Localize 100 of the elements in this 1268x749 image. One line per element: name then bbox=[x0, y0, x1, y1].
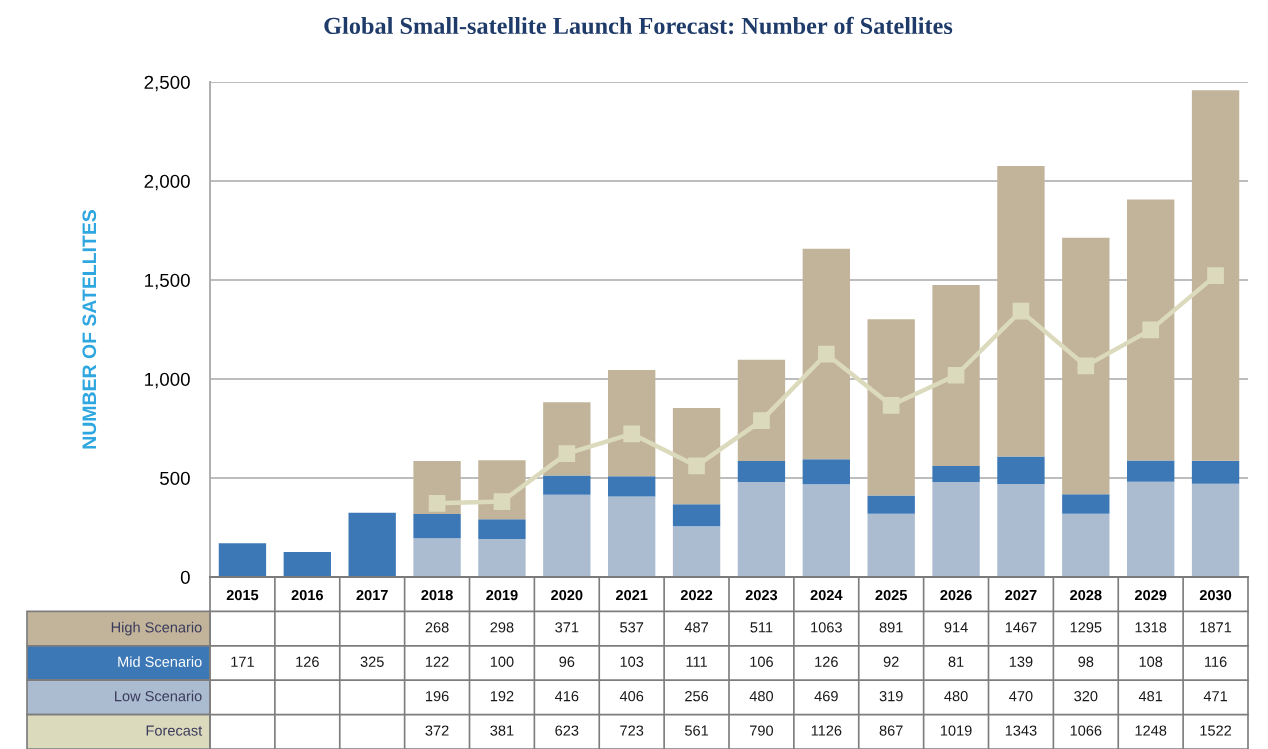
point bbox=[817, 345, 835, 363]
bar bbox=[867, 495, 915, 514]
bar bbox=[1127, 199, 1175, 461]
y-tick-label: 2,000 bbox=[144, 174, 190, 191]
data-label: 108 bbox=[1139, 656, 1163, 667]
text: High Scenario bbox=[111, 621, 202, 636]
y-axis-title: NUMBER OF SATELLITES bbox=[82, 209, 97, 449]
point bbox=[1077, 357, 1095, 375]
x-tick-label: 2023 bbox=[745, 589, 778, 601]
bar bbox=[672, 407, 721, 505]
data-label: 298 bbox=[490, 622, 514, 633]
x-tick-label: 2028 bbox=[1070, 589, 1102, 601]
data-label: 100 bbox=[490, 656, 514, 667]
data-label: 561 bbox=[684, 725, 709, 736]
data-label: 96 bbox=[559, 656, 575, 667]
data-label: 1066 bbox=[1070, 725, 1102, 736]
data-label: 122 bbox=[426, 656, 449, 667]
bar bbox=[1127, 481, 1175, 577]
x-tick-label: 2017 bbox=[356, 589, 388, 601]
data-label: 406 bbox=[619, 690, 644, 702]
bar bbox=[478, 538, 526, 577]
bar bbox=[932, 481, 980, 577]
data-label: 470 bbox=[1009, 690, 1033, 702]
data-label: 98 bbox=[1078, 656, 1094, 667]
data-label: 914 bbox=[944, 622, 968, 633]
data-label: 416 bbox=[554, 690, 579, 702]
data-label: 790 bbox=[750, 725, 774, 736]
x-tick-label: 2019 bbox=[486, 589, 518, 601]
data-label: 196 bbox=[426, 690, 449, 702]
data-label: 320 bbox=[1074, 690, 1098, 702]
data-label: 171 bbox=[231, 656, 254, 667]
data-label: 471 bbox=[1203, 691, 1228, 702]
point bbox=[1207, 267, 1224, 284]
data-label: 325 bbox=[360, 656, 384, 667]
x-tick-label: 2021 bbox=[615, 589, 648, 601]
bar bbox=[478, 519, 526, 539]
bar bbox=[997, 165, 1045, 457]
bar bbox=[543, 494, 591, 577]
bar bbox=[608, 496, 656, 577]
bar bbox=[802, 248, 850, 460]
point bbox=[623, 425, 641, 443]
x-tick-label: 2015 bbox=[226, 589, 259, 601]
data-label: 381 bbox=[490, 725, 514, 736]
data-label: 481 bbox=[1138, 690, 1163, 702]
bar bbox=[672, 526, 721, 577]
point bbox=[688, 457, 705, 475]
chart-title: Global Small-satellite Launch Forecast: Number of Satellites bbox=[324, 16, 953, 35]
data-label: 268 bbox=[425, 622, 449, 633]
bar bbox=[932, 465, 980, 482]
data-label: 81 bbox=[948, 656, 964, 667]
bar bbox=[1062, 513, 1110, 577]
bar bbox=[802, 484, 850, 577]
point bbox=[1142, 321, 1160, 339]
bar bbox=[672, 504, 721, 527]
x-tick-label: 2018 bbox=[421, 589, 453, 601]
bar bbox=[997, 483, 1045, 577]
data-label: 372 bbox=[425, 725, 449, 736]
data-label: 92 bbox=[883, 656, 899, 667]
x-tick-label: 2027 bbox=[1005, 589, 1037, 601]
bar bbox=[932, 284, 980, 466]
text: Low Scenario bbox=[115, 690, 202, 702]
bar bbox=[867, 513, 915, 577]
x-tick-label: 2016 bbox=[291, 589, 324, 601]
data-label: 469 bbox=[814, 690, 838, 702]
point bbox=[493, 493, 511, 510]
x-tick-label: 2025 bbox=[875, 589, 907, 601]
x-tick-label: 2024 bbox=[810, 589, 843, 601]
bar bbox=[997, 456, 1045, 484]
data-label: 139 bbox=[1009, 656, 1033, 667]
data-label: 1318 bbox=[1135, 622, 1167, 633]
text: Forecast bbox=[146, 725, 203, 736]
data-label: 106 bbox=[750, 656, 773, 667]
bar bbox=[413, 514, 461, 539]
bar bbox=[1191, 460, 1240, 484]
data-label: 1871 bbox=[1200, 622, 1232, 633]
data-label: 1343 bbox=[1005, 725, 1037, 736]
data-label: 480 bbox=[749, 690, 774, 702]
point bbox=[947, 366, 965, 384]
bar bbox=[218, 543, 267, 577]
data-label: 1522 bbox=[1200, 725, 1232, 736]
data-label: 111 bbox=[686, 656, 707, 667]
bar bbox=[867, 319, 915, 496]
point bbox=[753, 412, 770, 429]
bar bbox=[413, 538, 461, 577]
bar bbox=[1062, 494, 1110, 514]
data-label: 891 bbox=[879, 622, 903, 633]
x-tick-label: 2022 bbox=[680, 589, 713, 601]
x-tick-label: 2020 bbox=[551, 589, 583, 601]
y-tick-label: 500 bbox=[160, 471, 190, 485]
y-tick-label: 1,000 bbox=[145, 372, 190, 389]
bar bbox=[737, 359, 786, 461]
bar bbox=[348, 512, 396, 577]
data-label: 867 bbox=[879, 725, 903, 736]
bar bbox=[802, 459, 850, 485]
data-label: 103 bbox=[620, 656, 644, 667]
data-label: 192 bbox=[490, 690, 514, 702]
y-tick-label: 0 bbox=[180, 570, 190, 584]
data-label: 126 bbox=[296, 656, 319, 667]
data-label: 256 bbox=[685, 690, 709, 702]
bar bbox=[608, 476, 656, 497]
